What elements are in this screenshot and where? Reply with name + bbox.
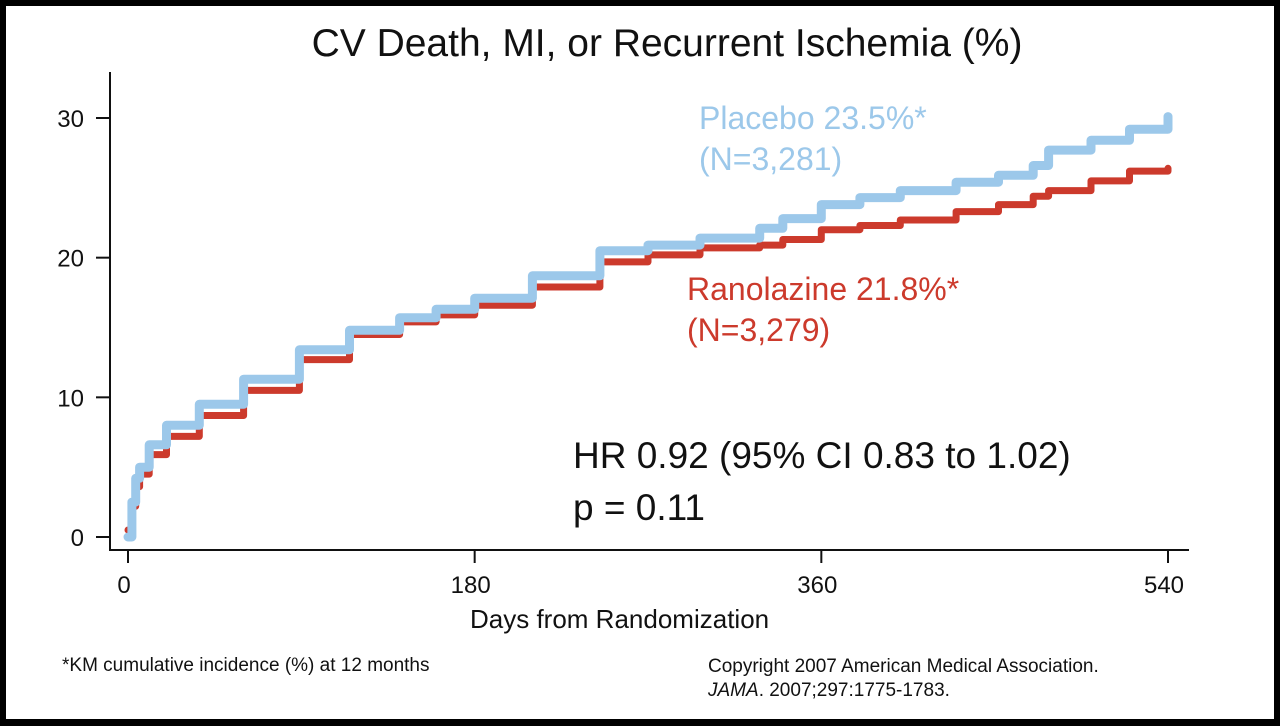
placebo-n-label: (N=3,281) [699, 141, 843, 177]
series-line-placebo [123, 112, 1173, 542]
axes [109, 72, 1189, 551]
y-tick-label: 20 [57, 246, 84, 273]
stats-annotation: HR 0.92 (95% CI 0.83 to 1.02) p = 0.11 [573, 430, 1071, 534]
copyright-block: Copyright 2007 American Medical Associat… [708, 655, 1099, 703]
hazard-ratio-text: HR 0.92 (95% CI 0.83 to 1.02) [573, 435, 1071, 476]
footnote: *KM cumulative incidence (%) at 12 month… [62, 655, 430, 676]
ranolazine-label: Ranolazine 21.8%* [687, 271, 960, 307]
y-tick-label: 30 [57, 106, 84, 133]
slide-frame [6, 6, 1274, 719]
x-ticks: 0 180 360 540 [117, 550, 1184, 599]
x-axis-label: Days from Randomization [470, 604, 770, 634]
x-tick-label: 540 [1144, 572, 1184, 599]
y-tick-label: 10 [57, 385, 84, 412]
series-lines [123, 112, 1173, 542]
journal-name: JAMA [708, 680, 759, 701]
x-tick-label: 360 [797, 572, 837, 599]
placebo-label: Placebo 23.5%* [699, 100, 927, 136]
x-tick-label: 0 [117, 572, 130, 599]
copyright-line: Copyright 2007 American Medical Associat… [708, 656, 1099, 677]
ranolazine-n-label: (N=3,279) [687, 312, 831, 348]
y-ticks: 0 10 20 30 [57, 106, 110, 552]
p-value-text: p = 0.11 [573, 487, 706, 528]
chart-title: CV Death, MI, or Recurrent Ischemia (%) [311, 22, 1023, 65]
citation-line: JAMA. 2007;297:1775-1783. [708, 679, 1099, 703]
citation-details: . 2007;297:1775-1783. [758, 680, 950, 701]
y-tick-label: 0 [71, 525, 84, 552]
x-tick-label: 180 [451, 572, 491, 599]
